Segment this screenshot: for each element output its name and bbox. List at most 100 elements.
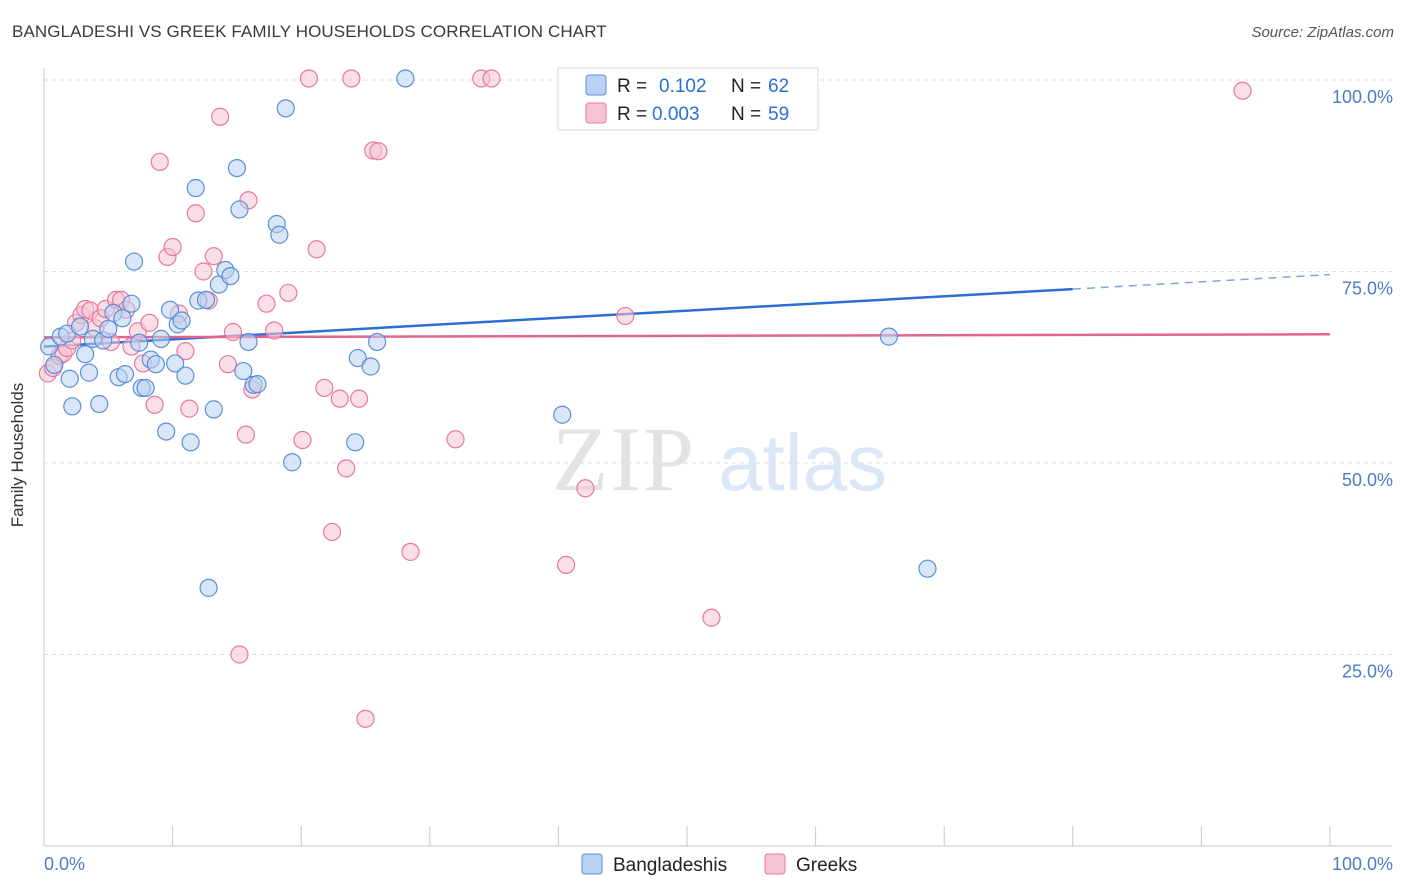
bangladeshi-point xyxy=(124,252,144,271)
greek-point xyxy=(369,142,388,161)
x-tick-labels: 0.0% 100.0% xyxy=(44,854,1393,874)
legend-n-label-pink: N = xyxy=(731,104,761,125)
bangladeshi-point xyxy=(172,311,191,330)
greek-point xyxy=(299,69,319,88)
greek-point xyxy=(236,425,256,444)
bangladeshi-point xyxy=(160,300,180,319)
greek-point xyxy=(279,283,298,303)
greek-point xyxy=(616,306,635,326)
watermark: ZIP atlas xyxy=(552,408,887,510)
greek-point xyxy=(342,69,361,88)
bangladeshi-point xyxy=(176,366,195,385)
greek-point xyxy=(204,247,223,266)
bangladeshi-point xyxy=(239,332,258,352)
greek-point xyxy=(218,355,237,374)
bangladeshi-point xyxy=(348,348,367,368)
bangladeshi-point xyxy=(122,294,141,313)
y-tick-label: 100.0% xyxy=(1332,87,1393,107)
bangladeshi-point xyxy=(199,578,218,597)
greek-point xyxy=(150,152,169,172)
bangladeshi-point xyxy=(248,375,267,394)
greek-points xyxy=(38,69,1252,728)
bangladeshi-point xyxy=(70,317,90,336)
bottom-legend-label-pink: Greeks xyxy=(796,855,857,876)
legend-r-value-pink: 0.003 xyxy=(652,104,700,125)
legend-r-label-pink: R = xyxy=(617,104,647,125)
greek-point xyxy=(180,399,199,418)
legend-n-value-blue: 62 xyxy=(768,76,789,97)
bangladeshi-point xyxy=(227,158,246,178)
bangladeshi-point xyxy=(396,69,415,88)
greek-point xyxy=(186,204,205,223)
legend-r-label-blue: R = xyxy=(617,76,647,97)
bottom-legend-label-blue: Bangladeshis xyxy=(613,855,727,876)
bottom-legend: Bangladeshis Greeks xyxy=(581,853,857,876)
legend-r-value-blue: 0.102 xyxy=(659,76,707,97)
legend-swatch-pink xyxy=(585,102,607,124)
bangladeshi-point xyxy=(196,290,216,309)
gridlines xyxy=(44,79,1392,655)
bangladeshi-point xyxy=(99,319,118,339)
bangladeshi-trend-extension xyxy=(1072,273,1331,290)
bangladeshi-point xyxy=(136,378,155,398)
watermark-zip: ZIP xyxy=(552,408,696,510)
greek-point xyxy=(482,69,501,88)
greek-point xyxy=(163,237,182,257)
bangladeshi-point xyxy=(113,309,132,328)
greek-trend-line xyxy=(43,333,1331,339)
bangladeshi-point xyxy=(79,363,99,382)
greek-point xyxy=(1233,81,1252,100)
y-tick-label: 25.0% xyxy=(1342,662,1393,682)
bangladeshi-point xyxy=(146,355,165,374)
bangladeshi-point xyxy=(204,400,223,419)
bangladeshi-point xyxy=(346,433,365,452)
greek-point xyxy=(401,542,420,561)
bangladeshi-point xyxy=(283,453,302,472)
legend-n-value-pink: 59 xyxy=(768,104,789,125)
greek-point xyxy=(337,459,356,478)
bangladeshi-point xyxy=(115,365,135,384)
bangladeshi-point xyxy=(879,327,899,346)
bangladeshi-point xyxy=(76,345,95,364)
watermark-atlas: atlas xyxy=(718,418,887,507)
greek-point xyxy=(194,262,213,281)
bangladeshi-point xyxy=(186,178,205,198)
greek-point xyxy=(257,294,276,313)
greek-point xyxy=(576,479,595,498)
bangladeshi-point xyxy=(367,332,387,352)
bangladeshi-point xyxy=(553,405,572,424)
bangladeshi-point xyxy=(151,329,171,349)
legend-n-label-blue: N = xyxy=(731,76,761,97)
greek-point xyxy=(349,389,369,408)
greek-point xyxy=(307,240,326,259)
trend-lines xyxy=(43,273,1331,348)
greek-point xyxy=(356,709,375,728)
bottom-legend-swatch-pink xyxy=(764,853,786,875)
bangladeshi-point xyxy=(276,99,295,118)
greek-point xyxy=(702,608,721,627)
greek-point xyxy=(446,430,465,449)
x-ticks xyxy=(43,826,1331,846)
bangladeshi-point xyxy=(918,559,937,578)
chart-source: Source: ZipAtlas.com xyxy=(1251,24,1394,41)
bangladeshi-point xyxy=(181,433,200,452)
bangladeshi-point xyxy=(40,337,59,356)
bangladeshi-point xyxy=(166,354,185,373)
greek-point xyxy=(211,107,230,126)
axes xyxy=(43,68,1392,847)
legend: R = 0.102 N = 62 R = 0.003 N = 59 xyxy=(557,67,819,131)
bangladeshi-point xyxy=(234,361,253,381)
bottom-legend-swatch-blue xyxy=(581,853,603,875)
greek-point xyxy=(293,430,312,450)
greek-point xyxy=(265,321,284,340)
greek-point xyxy=(315,378,334,398)
y-tick-labels: 25.0% 50.0% 75.0% 100.0% xyxy=(1332,87,1393,682)
chart-title: BANGLADESHI VS GREEK FAMILY HOUSEHOLDS C… xyxy=(12,22,607,41)
bangladeshi-point xyxy=(361,357,380,376)
greek-point xyxy=(557,555,576,574)
greek-point xyxy=(176,342,195,361)
x-tick-label-max: 100.0% xyxy=(1332,854,1393,874)
bangladeshi-points xyxy=(40,69,937,597)
bangladeshi-point xyxy=(60,369,79,388)
